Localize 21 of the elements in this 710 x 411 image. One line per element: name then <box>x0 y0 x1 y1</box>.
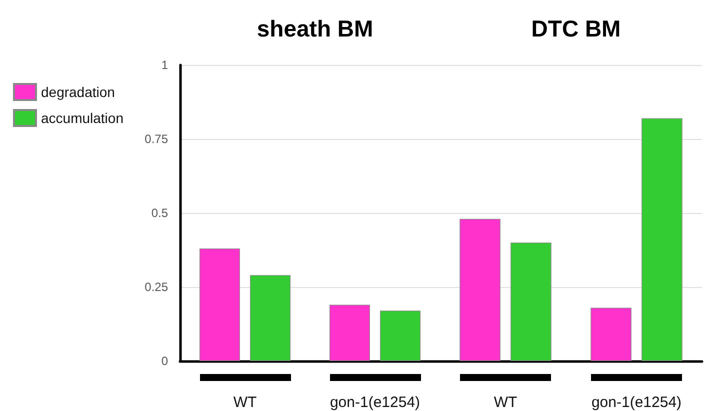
bar <box>642 118 682 361</box>
y-tick-label: 1 <box>161 58 168 72</box>
y-tick-label: 0.75 <box>144 132 168 146</box>
chart-title: sheath BM <box>256 16 374 42</box>
chart-title: DTC BM <box>531 16 621 42</box>
bar <box>250 275 290 361</box>
bar <box>590 308 632 361</box>
bar <box>200 248 240 361</box>
legend-label: accumulation <box>41 110 124 126</box>
bar <box>460 218 500 361</box>
bar <box>330 304 370 361</box>
x-tick-label: WT <box>494 394 518 411</box>
x-tick-label: gon-1(e1254) <box>591 394 682 411</box>
bar <box>380 310 420 361</box>
y-tick-label: 0.25 <box>144 280 168 294</box>
legend-label: degradation <box>41 84 115 100</box>
x-tick-label: gon-1(e1254) <box>330 394 420 411</box>
bar <box>510 242 552 361</box>
x-tick-label: WT <box>233 394 257 411</box>
y-tick-label: 0.5 <box>151 206 168 220</box>
y-tick-label: 0 <box>161 354 168 368</box>
